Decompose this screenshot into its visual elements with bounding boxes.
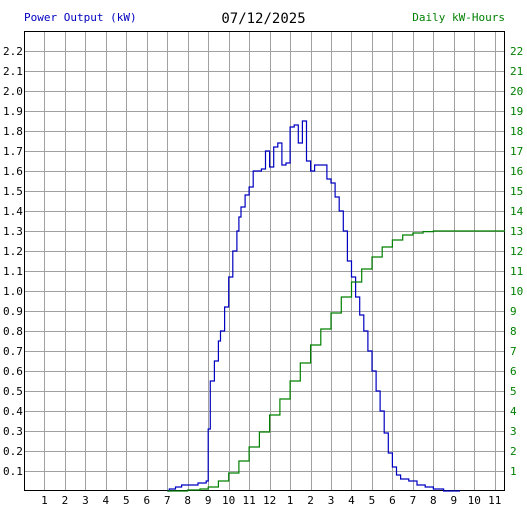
y-tick-label: 1.0 bbox=[3, 285, 23, 298]
x-tick-label: 12 bbox=[263, 494, 276, 507]
x-tick-label: 10 bbox=[222, 494, 235, 507]
power-series-line bbox=[167, 120, 460, 492]
x-tick-label: 5 bbox=[369, 494, 376, 507]
y2-tick-label: 6 bbox=[510, 365, 517, 378]
y-tick-label: 1.8 bbox=[3, 125, 23, 138]
y-tick-label: 1.4 bbox=[3, 205, 23, 218]
y2-tick-label: 7 bbox=[510, 345, 517, 358]
x-tick-label: 2 bbox=[62, 494, 69, 507]
y-tick-label: 0.9 bbox=[3, 305, 23, 318]
y-tick-label: 0.1 bbox=[3, 465, 23, 478]
y2-tick-label: 15 bbox=[510, 185, 523, 198]
y-tick-label: 1.7 bbox=[3, 145, 23, 158]
x-tick-label: 11 bbox=[488, 494, 501, 507]
x-tick-label: 3 bbox=[82, 494, 89, 507]
y-tick-label: 1.5 bbox=[3, 185, 23, 198]
y2-tick-label: 3 bbox=[510, 425, 517, 438]
x-tick-label: 4 bbox=[103, 494, 110, 507]
y-tick-label: 2.2 bbox=[3, 45, 23, 58]
y-tick-label: 1.2 bbox=[3, 245, 23, 258]
y-tick-label: 0.7 bbox=[3, 345, 23, 358]
y-tick-label: 1.9 bbox=[3, 105, 23, 118]
y2-tick-label: 18 bbox=[510, 125, 523, 138]
y-tick-label: 2.0 bbox=[3, 85, 23, 98]
x-tick-label: 4 bbox=[348, 494, 355, 507]
energy-axis-title: Daily kW-Hours bbox=[412, 11, 505, 24]
y-tick-label: 2.1 bbox=[3, 65, 23, 78]
y-tick-label: 0.6 bbox=[3, 365, 23, 378]
x-tick-label: 9 bbox=[451, 494, 458, 507]
y2-tick-label: 22 bbox=[510, 45, 523, 58]
y2-tick-label: 1 bbox=[510, 465, 517, 478]
x-tick-label: 5 bbox=[123, 494, 130, 507]
y-tick-label: 0.3 bbox=[3, 425, 23, 438]
x-tick-label: 7 bbox=[410, 494, 417, 507]
x-tick-label: 6 bbox=[143, 494, 150, 507]
y2-tick-label: 10 bbox=[510, 285, 523, 298]
y2-tick-label: 4 bbox=[510, 405, 517, 418]
x-tick-label: 2 bbox=[307, 494, 314, 507]
y-tick-label: 0.2 bbox=[3, 445, 23, 458]
y-tick-label: 0.8 bbox=[3, 325, 23, 338]
y2-tick-label: 20 bbox=[510, 85, 523, 98]
y-tick-label: 1.6 bbox=[3, 165, 23, 178]
x-tick-label: 1 bbox=[41, 494, 48, 507]
x-tick-label: 8 bbox=[184, 494, 191, 507]
chart-series bbox=[167, 120, 505, 492]
plot-frame bbox=[24, 31, 505, 491]
y2-tick-label: 8 bbox=[510, 325, 517, 338]
y-tick-label: 0.4 bbox=[3, 405, 23, 418]
x-tick-label: 3 bbox=[328, 494, 335, 507]
x-tick-label: 11 bbox=[243, 494, 256, 507]
x-tick-label: 7 bbox=[164, 494, 171, 507]
x-tick-label: 8 bbox=[430, 494, 437, 507]
y2-tick-label: 14 bbox=[510, 205, 524, 218]
y2-tick-label: 13 bbox=[510, 225, 523, 238]
y-tick-label: 1.1 bbox=[3, 265, 23, 278]
y2-tick-label: 17 bbox=[510, 145, 523, 158]
y-tick-label: 1.3 bbox=[3, 225, 23, 238]
x-tick-label: 1 bbox=[287, 494, 294, 507]
y2-tick-label: 11 bbox=[510, 265, 523, 278]
y2-tick-label: 12 bbox=[510, 245, 523, 258]
x-tick-label: 9 bbox=[205, 494, 212, 507]
y2-tick-label: 21 bbox=[510, 65, 523, 78]
y2-tick-label: 9 bbox=[510, 305, 517, 318]
power-axis-title: Power Output (kW) bbox=[24, 11, 137, 24]
y2-tick-label: 16 bbox=[510, 165, 523, 178]
y-tick-label: 0.5 bbox=[3, 385, 23, 398]
y2-tick-label: 19 bbox=[510, 105, 523, 118]
y2-tick-label: 2 bbox=[510, 445, 517, 458]
x-tick-label: 10 bbox=[468, 494, 481, 507]
y2-tick-label: 5 bbox=[510, 385, 517, 398]
chart-ticks: 1 2 3 4 5 6 7 8 9 10 11 12 1 2 3 4 5 6 7 8 9 10 110.10.20.30.4… bbox=[3, 45, 524, 507]
chart-grid bbox=[24, 31, 505, 491]
energy-series-line bbox=[167, 230, 505, 492]
x-tick-label: 6 bbox=[389, 494, 396, 507]
chart-date-title: 07/12/2025 bbox=[221, 11, 306, 27]
